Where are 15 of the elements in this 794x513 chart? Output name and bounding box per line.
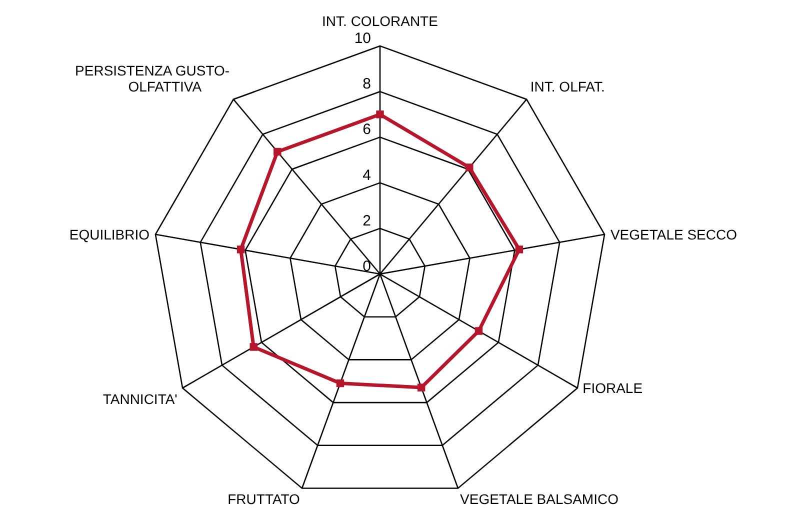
spoke-label: FIORALE: [582, 380, 643, 396]
spoke-label: VEGETALE BALSAMICO: [460, 491, 619, 508]
y-tick-label: 10: [354, 30, 371, 47]
y-tick-label: 6: [362, 121, 371, 138]
y-tick-label: 8: [362, 76, 371, 93]
y-tick-label: 0: [362, 258, 371, 275]
y-tick-label: 2: [362, 212, 371, 230]
spoke-label: INT. COLORANTE: [322, 13, 438, 29]
spoke-label: FRUTTATO: [228, 491, 300, 508]
spoke-label: INT. OLFAT.: [530, 78, 605, 94]
spoke-label: PERSISTENZA GUSTO- OLFATTIVA: [75, 62, 230, 94]
spoke-label: EQUILIBRIO: [69, 226, 150, 242]
spoke-label: VEGETALE SECCO: [610, 226, 738, 242]
y-tick-label: 4: [362, 166, 371, 184]
spoke-label: TANNICITA': [102, 391, 178, 407]
